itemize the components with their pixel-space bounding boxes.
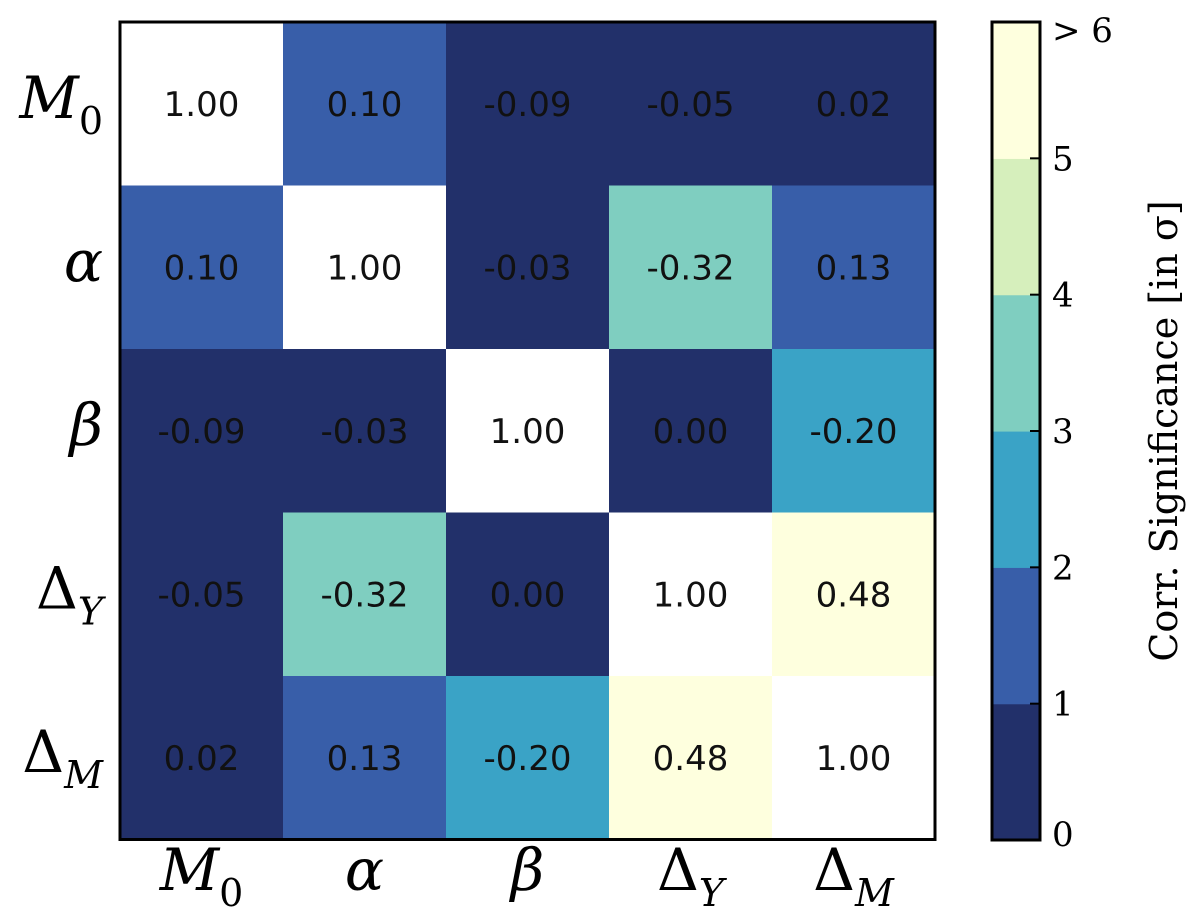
cell-value-label: -0.32 (647, 248, 735, 288)
heatmap-cell-r2-c0 (120, 349, 284, 514)
column-label: ΔM (813, 836, 895, 915)
row-label-subscript: M (63, 753, 104, 797)
heatmap-cell-r0-c4 (772, 22, 936, 187)
cell-value-label: 0.00 (490, 575, 566, 615)
colorbar-tick-label: 2 (1052, 548, 1074, 588)
row-label: M0 (18, 64, 103, 143)
heatmap-cell-r1-c2 (446, 185, 610, 350)
heatmap-cell-r0-c2 (446, 22, 610, 187)
cell-value-label: 1.00 (816, 739, 892, 779)
cell-value-label: 1.00 (490, 412, 566, 452)
column-label: M0 (159, 836, 244, 915)
cell-value-label: 0.13 (816, 248, 892, 288)
cell-value-label: 0.10 (164, 248, 240, 288)
heatmap-cell-r3-c4 (772, 512, 936, 677)
cell-value-label: 0.13 (327, 739, 403, 779)
column-label-base: Δ (657, 836, 699, 904)
colorbar-segment (992, 22, 1040, 159)
colorbar-title-prefix: Corr. Significance (1142, 305, 1186, 662)
column-label-base: Δ (813, 836, 855, 904)
row-label-base: α (64, 227, 103, 295)
heatmap-cell-labels: 1.00 0.10 -0.09 -0.05 0.02 0.10 1.00 -0.03 -0.32… (158, 85, 898, 779)
cell-value-label: -0.05 (158, 575, 246, 615)
column-label-subscript: Y (699, 871, 728, 915)
column-label-base: M (159, 836, 221, 904)
heatmap-cell-r0-c3 (609, 22, 773, 187)
heatmap-cell-r2-c2 (446, 349, 610, 514)
colorbar-segment (992, 431, 1040, 568)
heatmap-cell-r4-c0 (120, 676, 284, 841)
cell-value-label: 0.02 (816, 85, 892, 125)
colorbar-tick-label: 1 (1052, 685, 1074, 725)
column-axis-labels: M0 α β ΔY ΔM (159, 836, 895, 915)
heatmap-cell-r0-c1 (283, 22, 447, 187)
heatmap-cell-r1-c1 (283, 185, 447, 350)
heatmap-cell-r1-c4 (772, 185, 936, 350)
column-label-base: β (509, 836, 545, 904)
cell-value-label: -0.20 (810, 412, 898, 452)
cell-value-label: 0.48 (653, 739, 729, 779)
heatmap-cell-r3-c2 (446, 512, 610, 677)
cell-value-label: -0.32 (321, 575, 409, 615)
colorbar-tick-label: 3 (1052, 412, 1074, 452)
row-label-base: Δ (36, 554, 78, 622)
column-label: α (345, 836, 384, 904)
colorbar-tick-label: > 6 (1052, 11, 1113, 51)
heatmap-cell-r4-c3 (609, 676, 773, 841)
heatmap-cells (120, 22, 936, 841)
cell-value-label: -0.03 (321, 412, 409, 452)
row-label: β (67, 391, 103, 459)
heatmap-cell-r3-c0 (120, 512, 284, 677)
column-label-subscript: 0 (219, 871, 243, 915)
row-label: ΔM (22, 718, 104, 797)
column-label-subscript: M (854, 871, 895, 915)
row-label-subscript: Y (78, 589, 107, 633)
row-label: ΔY (36, 554, 107, 633)
heatmap-cell-r3-c1 (283, 512, 447, 677)
cell-value-label: 0.00 (653, 412, 729, 452)
cell-value-label: 1.00 (164, 85, 240, 125)
column-label: ΔY (657, 836, 728, 915)
cell-value-label: 0.10 (327, 85, 403, 125)
column-label-base: α (345, 836, 384, 904)
heatmap-cell-r4-c1 (283, 676, 447, 841)
heatmap-cell-r0-c0 (120, 22, 284, 187)
heatmap-cell-r2-c4 (772, 349, 936, 514)
row-label-base: Δ (22, 718, 64, 786)
cell-value-label: 0.02 (164, 739, 240, 779)
colorbar-tick-label: 4 (1052, 276, 1074, 316)
cell-value-label: 1.00 (327, 248, 403, 288)
row-label-subscript: 0 (79, 99, 103, 143)
row-label: α (64, 227, 103, 295)
cell-value-label: -0.05 (647, 85, 735, 125)
row-label-base: β (67, 391, 103, 459)
colorbar-tick-label: 5 (1052, 139, 1074, 179)
row-label-base: M (18, 64, 80, 132)
cell-value-label: -0.09 (158, 412, 246, 452)
cell-value-label: -0.03 (484, 248, 572, 288)
heatmap-cell-r2-c3 (609, 349, 773, 514)
cell-value-label: 0.48 (816, 575, 892, 615)
colorbar-segment (992, 703, 1040, 841)
heatmap-cell-r3-c3 (609, 512, 773, 677)
cell-value-label: -0.20 (484, 739, 572, 779)
colorbar-segment (992, 158, 1040, 296)
colorbar-segment (992, 294, 1040, 432)
colorbar-tick-label: 0 (1052, 815, 1074, 855)
colorbar: 0 1 2 3 4 5 > 6 Corr. Significance [in σ] (990, 11, 1186, 855)
heatmap-cell-r2-c1 (283, 349, 447, 514)
cell-value-label: 1.00 (653, 575, 729, 615)
heatmap-cell-r1-c3 (609, 185, 773, 350)
heatmap-cell-r1-c0 (120, 185, 284, 350)
colorbar-title-unit: [in σ] (1142, 200, 1186, 304)
heatmap-cell-r4-c2 (446, 676, 610, 841)
colorbar-segment (992, 567, 1040, 705)
heatmap-cell-r4-c4 (772, 676, 936, 841)
heatmap-frame (118, 20, 937, 841)
column-label: β (509, 836, 545, 904)
colorbar-title: Corr. Significance [in σ] (1142, 200, 1186, 661)
cell-value-label: -0.09 (484, 85, 572, 125)
